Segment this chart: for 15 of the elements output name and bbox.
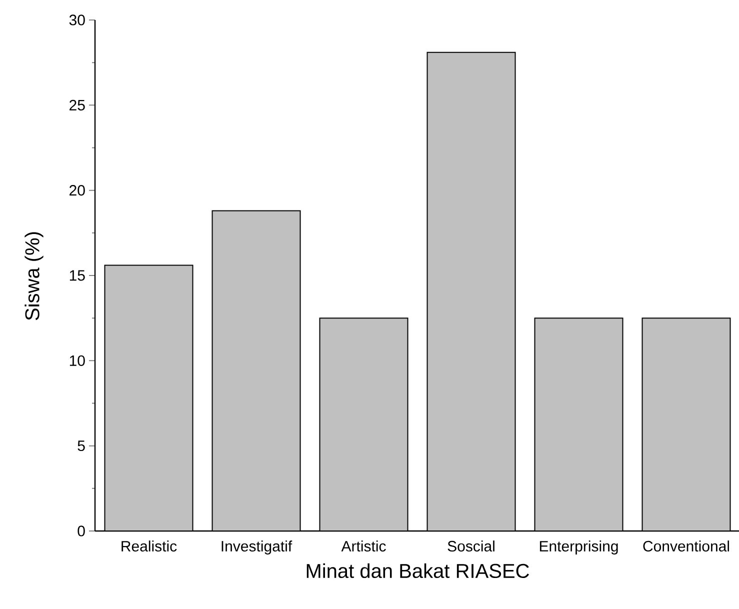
x-tick-label: Soscial [448, 540, 494, 552]
x-tick-label: Realistic [122, 540, 177, 552]
y-axis-title: Siswa (%) [24, 232, 44, 320]
x-tick-label: Enterprising [540, 540, 618, 554]
x-axis-title: Minat dan Bakat RIASEC [306, 563, 529, 578]
x-tick-label: Investigatif [222, 540, 292, 554]
y-tick-label: 0 [78, 526, 85, 536]
x-tick-label: Conventional [643, 540, 729, 552]
y-tick-label: 10 [70, 355, 85, 366]
y-tick-label: 30 [69, 14, 85, 26]
y-tick-label: 15 [70, 270, 85, 281]
y-tick-label: 20 [70, 185, 85, 196]
y-tick-label: 25 [70, 100, 85, 110]
x-tick-label: Artistic [341, 540, 386, 552]
y-tick-label: 5 [78, 440, 85, 452]
